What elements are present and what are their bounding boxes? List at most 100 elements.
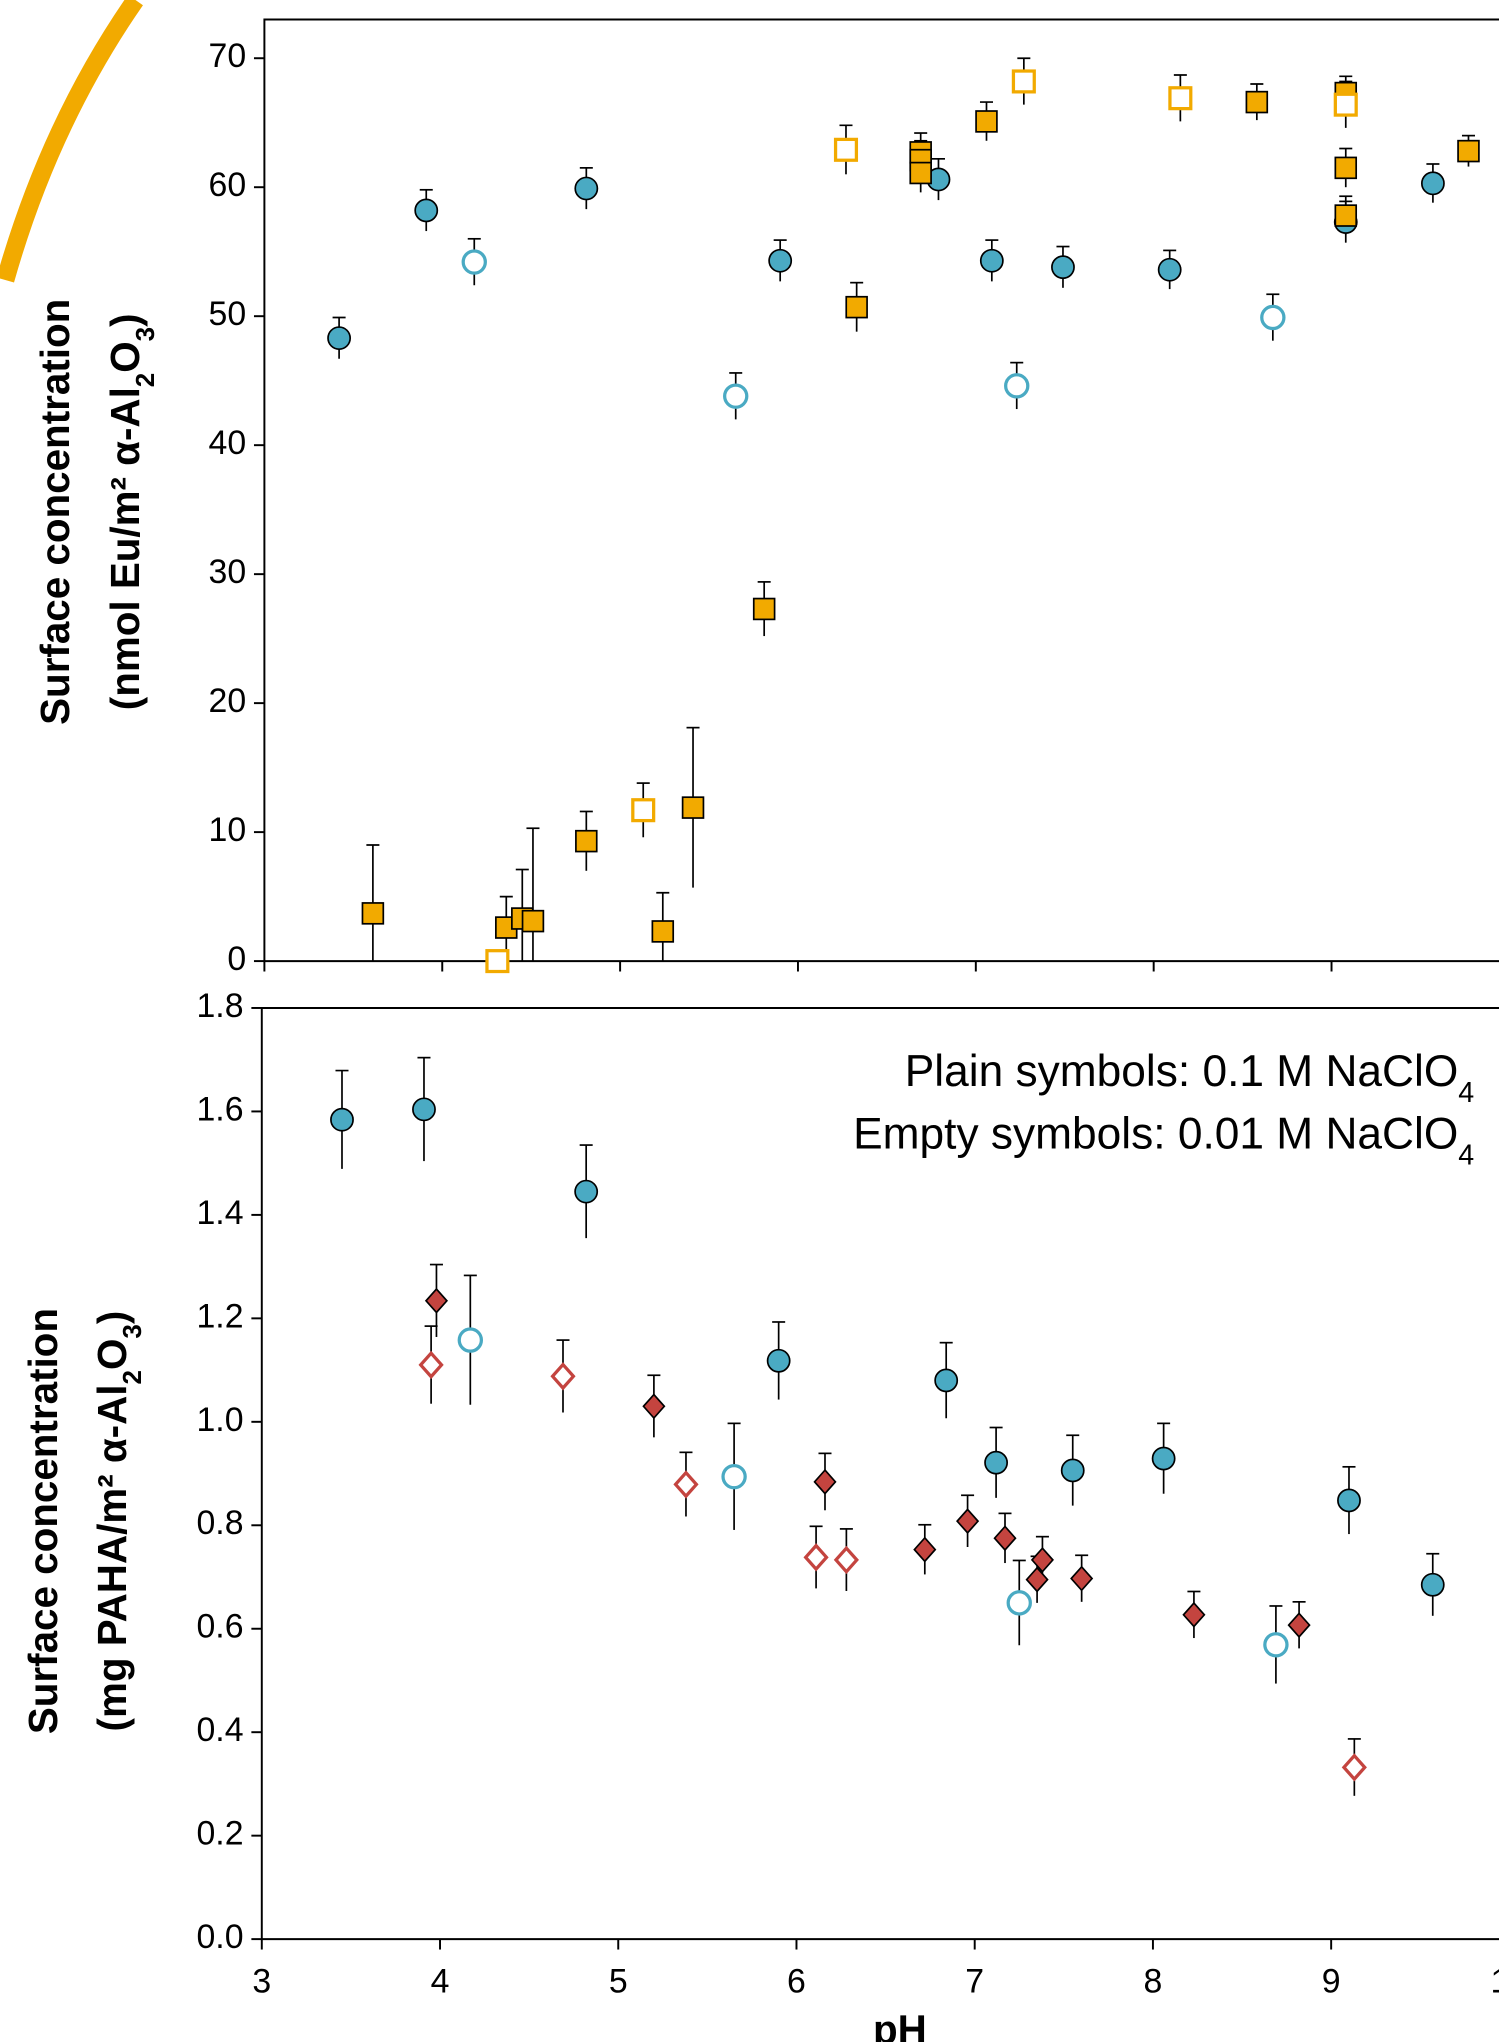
text-part: ): [89, 1311, 135, 1324]
y-tick-label: 1.6: [196, 1090, 243, 1128]
y-tick-label: 20: [209, 682, 247, 720]
marker-circle: [1420, 171, 1445, 196]
marker-square: [361, 902, 385, 925]
subscript: 4: [1458, 1140, 1474, 1172]
plot-frame: [263, 18, 1499, 963]
y-axis-label: (mg PAHA/m² α-Al2O3): [89, 1311, 147, 1732]
subscript: 3: [117, 1324, 147, 1338]
marker-square: [1333, 92, 1358, 117]
text-part: ): [102, 313, 148, 326]
x-tick-label: 7: [965, 1962, 984, 2000]
y-tick-label: 0.2: [196, 1815, 243, 1853]
markers: [327, 69, 1480, 974]
text-part: Empty symbols: 0.01 M NaClO: [853, 1110, 1458, 1159]
marker-square: [521, 909, 545, 933]
marker-circle: [1004, 373, 1030, 399]
marker-diamond: [803, 1543, 829, 1572]
marker-circle: [1051, 255, 1075, 280]
decor-arc: [0, 0, 143, 283]
marker-square: [1334, 156, 1358, 180]
marker-circle: [934, 1368, 959, 1393]
y-tick-label: 1.8: [196, 987, 243, 1025]
marker-circle: [1157, 257, 1182, 282]
marker-circle: [1006, 1590, 1032, 1616]
marker-diamond: [993, 1525, 1017, 1552]
marker-diamond: [1182, 1601, 1206, 1628]
y-tick-label: 0.0: [196, 1918, 243, 1956]
plot-marks: [332, 57, 1475, 962]
marker-circle: [768, 248, 793, 273]
marker-square: [651, 920, 675, 943]
x-axis-label: pH: [873, 2006, 927, 2042]
y-axis-label: (nmol Eu/m² α-Al2O3): [102, 313, 160, 710]
y-axis-label: Surface concentration: [20, 1308, 66, 1734]
y-tick-label: 0.6: [196, 1608, 243, 1646]
marker-circle: [574, 176, 599, 201]
marker-circle: [574, 1179, 599, 1204]
x-tick-label: 4: [431, 1962, 450, 2000]
marker-circle: [1337, 1488, 1361, 1513]
annotation: Empty symbols: 0.01 M NaClO4: [853, 1110, 1474, 1172]
marker-diamond: [913, 1536, 937, 1563]
marker-diamond: [1070, 1565, 1094, 1592]
marker-diamond: [418, 1350, 444, 1380]
marker-square: [1011, 69, 1036, 94]
y-axis-label: Surface concentration: [32, 299, 78, 725]
text-part: O: [102, 341, 148, 372]
x-tick-label: 6: [787, 1962, 806, 2000]
marker-circle: [327, 326, 352, 351]
text-part: (mg PAHA/m² α-Al: [89, 1385, 135, 1732]
x-tick-label: 8: [1144, 1962, 1163, 2000]
y-tick-label: 50: [209, 295, 247, 333]
marker-circle: [414, 198, 439, 223]
subscript: 4: [1458, 1077, 1474, 1109]
markers: [330, 1097, 1445, 1782]
plot-marks: [335, 1056, 1440, 1796]
annotation: Plain symbols: 0.1 M NaClO4: [905, 1047, 1475, 1109]
marker-square: [975, 110, 998, 133]
marker-diamond: [1341, 1753, 1367, 1782]
marker-diamond: [956, 1508, 980, 1535]
subscript: 3: [130, 327, 160, 341]
marker-circle: [1260, 304, 1286, 331]
marker-square: [1245, 90, 1269, 114]
marker-diamond: [673, 1470, 699, 1499]
marker-diamond: [424, 1287, 449, 1314]
marker-circle: [723, 383, 749, 409]
text-part: O: [89, 1339, 135, 1370]
marker-square: [752, 597, 776, 621]
marker-circle: [1263, 1632, 1289, 1658]
marker-circle: [979, 248, 1004, 273]
marker-square: [631, 798, 656, 823]
y-tick-label: 0: [227, 940, 246, 978]
marker-diamond: [550, 1362, 576, 1391]
text-part: (nmol Eu/m² α-Al: [102, 387, 148, 710]
subscript: 2: [117, 1370, 147, 1384]
marker-circle: [1060, 1458, 1085, 1483]
marker-circle: [461, 249, 487, 275]
marker-diamond: [1025, 1566, 1049, 1593]
y-tick-label: 1.4: [196, 1194, 243, 1232]
marker-circle: [330, 1107, 354, 1132]
marker-circle: [457, 1327, 484, 1353]
marker-square: [485, 949, 510, 974]
marker-diamond: [813, 1468, 837, 1495]
marker-diamond: [1287, 1612, 1311, 1639]
marker-diamond: [1030, 1546, 1054, 1573]
x-tick-label: 3: [252, 1962, 271, 2000]
marker-circle: [721, 1463, 747, 1490]
x-tick-label: 10: [1491, 1962, 1499, 2000]
marker-square: [845, 295, 868, 319]
plot-frame: [260, 1007, 1499, 1941]
marker-square: [1334, 204, 1358, 227]
marker-square: [833, 137, 859, 162]
subscript: 2: [130, 373, 160, 387]
marker-square: [909, 161, 932, 185]
marker-diamond: [833, 1545, 859, 1575]
text-part: Plain symbols: 0.1 M NaClO: [905, 1047, 1458, 1096]
marker-circle: [1420, 1572, 1445, 1597]
marker-square: [681, 796, 705, 819]
marker-square: [1168, 86, 1193, 111]
y-tick-label: 40: [209, 424, 247, 462]
